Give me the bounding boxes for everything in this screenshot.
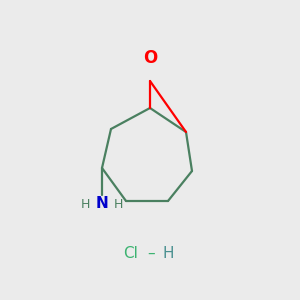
Text: H: H	[114, 198, 123, 211]
Text: O: O	[143, 49, 157, 67]
Text: Cl: Cl	[123, 246, 138, 261]
Text: N: N	[96, 196, 108, 211]
Text: H: H	[81, 198, 90, 211]
Text: –: –	[148, 246, 155, 261]
Text: H: H	[162, 246, 174, 261]
